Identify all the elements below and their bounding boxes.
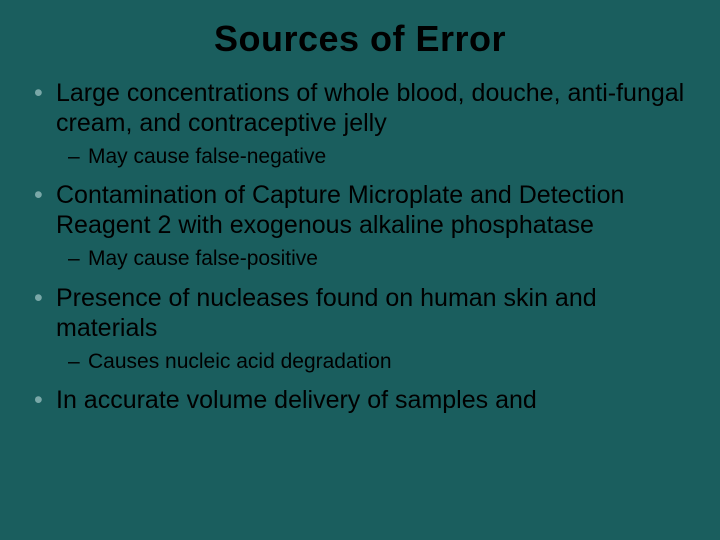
list-item: Large concentrations of whole blood, dou… [28,78,692,138]
list-item: Presence of nucleases found on human ski… [28,283,692,343]
list-item: In accurate volume delivery of samples a… [28,385,692,415]
bullet-list: Large concentrations of whole blood, dou… [28,78,692,415]
list-item: Contamination of Capture Microplate and … [28,180,692,240]
sub-list-item: May cause false-negative [28,144,692,170]
slide-title: Sources of Error [28,18,692,60]
sub-list-item: Causes nucleic acid degradation [28,349,692,375]
sub-list-item: May cause false-positive [28,246,692,272]
